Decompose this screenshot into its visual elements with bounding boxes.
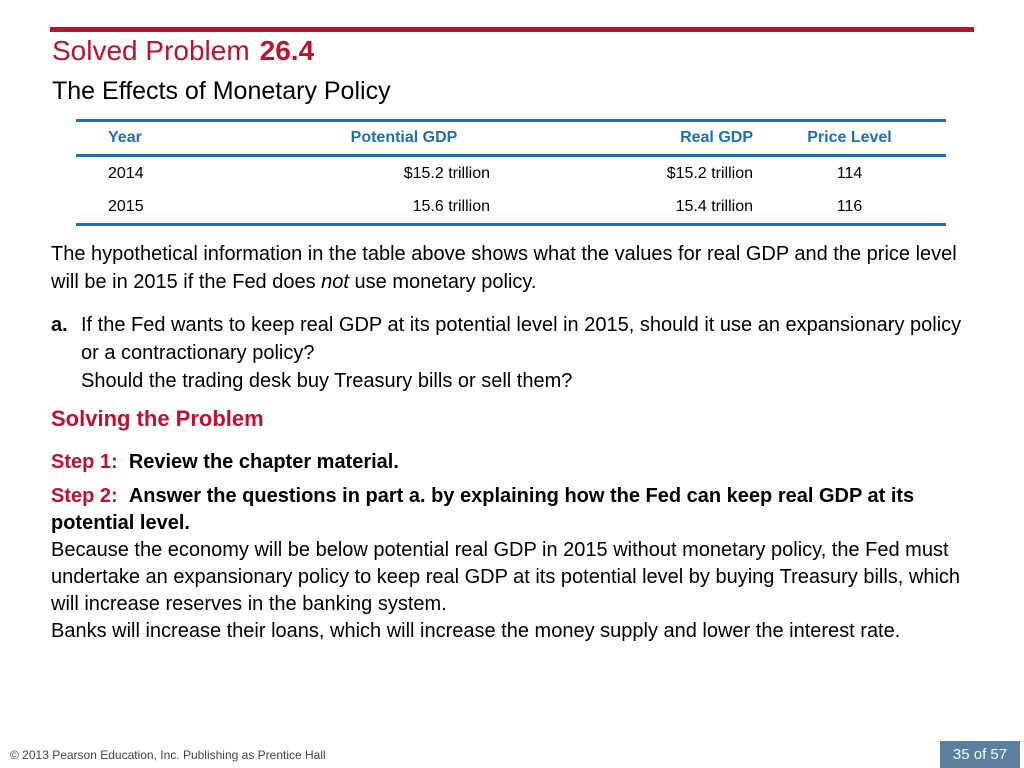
explanation-paragraph-1: Because the economy will be below potent… — [51, 539, 961, 615]
column-header-potential-gdp: Potential GDP — [350, 129, 458, 146]
question-line-2: Should the trading desk buy Treasury bil… — [81, 370, 573, 392]
intro-text-end: use monetary policy. — [348, 271, 537, 293]
step-1: Step 1: Review the chapter material. — [51, 448, 399, 476]
step-2-text: Answer the questions in part a. by expla… — [51, 485, 915, 534]
cell-real-gdp: 15.4 trillion — [675, 197, 753, 215]
copyright-footer: © 2013 Pearson Education, Inc. Publishin… — [10, 748, 326, 762]
step-2-label: Step 2: — [51, 485, 118, 507]
gdp-table: Year Potential GDP Real GDP Price Level … — [76, 119, 946, 226]
page-subtitle: The Effects of Monetary Policy — [52, 77, 391, 105]
intro-paragraph: The hypothetical information in the tabl… — [51, 240, 981, 296]
top-rule — [50, 27, 974, 32]
cell-potential-gdp: 15.6 trillion — [412, 197, 490, 215]
step-2: Step 2: Answer the questions in part a. … — [51, 483, 981, 645]
table-header-row: Year Potential GDP Real GDP Price Level — [76, 120, 946, 156]
intro-emphasis: not — [321, 271, 349, 293]
step-1-label: Step 1: — [51, 451, 118, 473]
intro-text-start: The hypothetical information in the tabl… — [51, 243, 957, 293]
column-header-real-gdp: Real GDP — [680, 129, 753, 146]
question-a: a. If the Fed wants to keep real GDP at … — [51, 311, 981, 395]
cell-potential-gdp: $15.2 trillion — [403, 164, 490, 182]
cell-price-level: 114 — [836, 164, 863, 182]
step-1-text: Review the chapter material. — [128, 451, 399, 473]
question-line-1: If the Fed wants to keep real GDP at its… — [81, 314, 962, 364]
title-number: 26.4 — [259, 35, 315, 66]
cell-year: 2015 — [108, 197, 144, 215]
table-row: 2015 15.6 trillion 15.4 trillion 116 — [76, 190, 946, 225]
cell-price-level: 116 — [836, 197, 863, 215]
column-header-year: Year — [108, 129, 142, 146]
title-prefix: Solved Problem — [52, 35, 250, 66]
cell-real-gdp: $15.2 trillion — [666, 164, 753, 182]
column-header-price-level: Price Level — [807, 129, 892, 146]
solving-heading: Solving the Problem — [51, 406, 264, 431]
explanation-paragraph-2: Banks will increase their loans, which w… — [51, 620, 901, 642]
page-title: Solved Problem 26.4 — [52, 35, 314, 67]
table-row: 2014 $15.2 trillion $15.2 trillion 114 — [76, 156, 946, 191]
cell-year: 2014 — [108, 164, 144, 182]
question-label: a. — [51, 314, 68, 336]
slide-page-indicator: 35 of 57 — [940, 741, 1020, 768]
